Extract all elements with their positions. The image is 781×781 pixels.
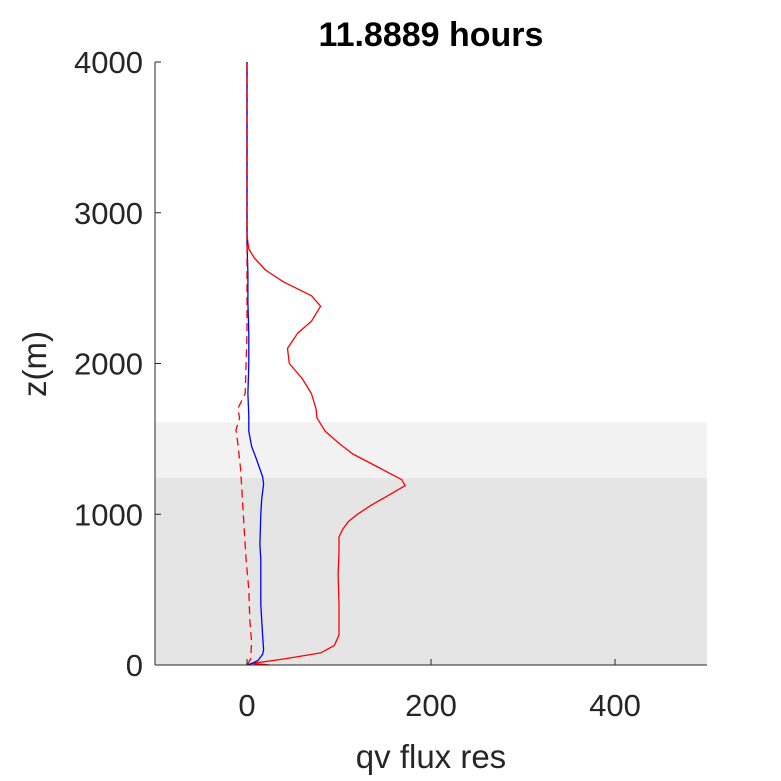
x-axis-label: qv flux res xyxy=(356,738,506,775)
axes xyxy=(154,61,707,666)
background-bands xyxy=(155,422,707,665)
band-1 xyxy=(155,422,707,479)
y-axis-label: z(m) xyxy=(16,331,53,397)
y-tick-label: 0 xyxy=(126,648,143,683)
band-0 xyxy=(155,478,707,665)
series-line-2 xyxy=(235,62,253,666)
series-line-0 xyxy=(246,62,406,666)
series-line-1 xyxy=(246,62,265,666)
x-tick-label: 0 xyxy=(238,688,255,723)
y-tick-label: 3000 xyxy=(74,196,143,231)
y-tick-label: 1000 xyxy=(74,497,143,532)
series-lines xyxy=(235,62,406,666)
y-tick-label: 4000 xyxy=(74,45,143,80)
tick-labels: 0 1000 2000 3000 4000 0 200 400 xyxy=(74,45,641,723)
chart-title: 11.8889 hours xyxy=(319,16,544,54)
x-tick-label: 200 xyxy=(405,688,457,723)
x-tick-label: 400 xyxy=(589,688,641,723)
y-tick-label: 2000 xyxy=(74,347,143,382)
